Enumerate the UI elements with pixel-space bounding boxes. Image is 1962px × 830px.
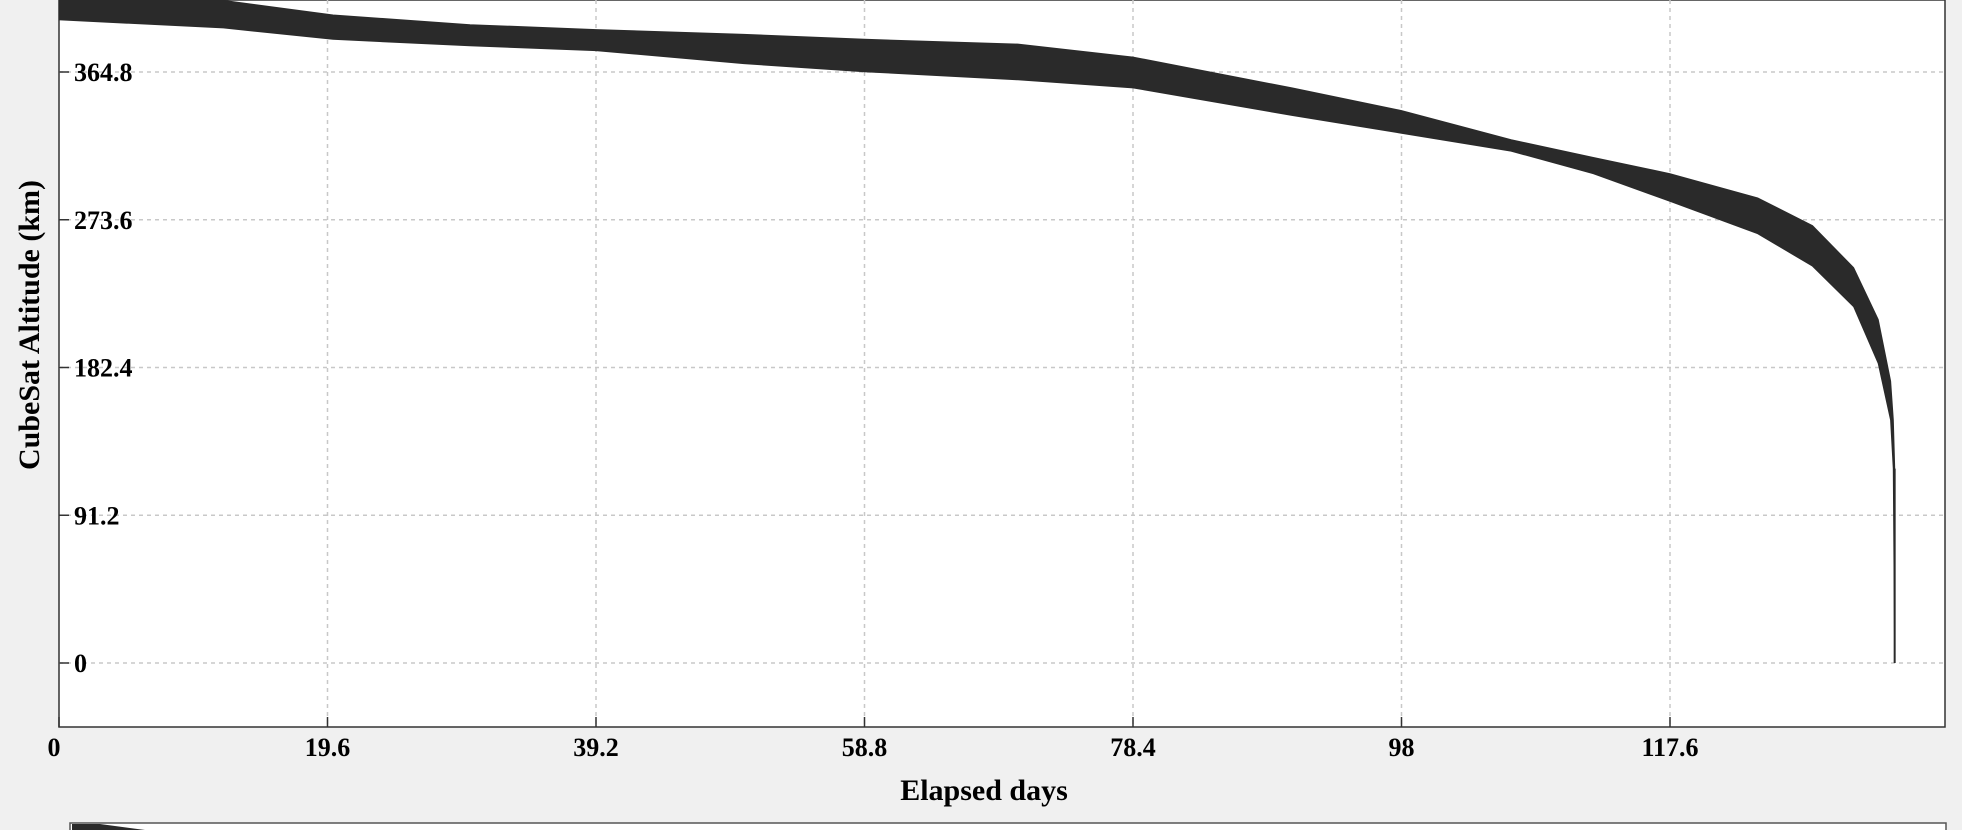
plot-area <box>58 0 1946 728</box>
x-axis-title: Elapsed days <box>900 774 1068 807</box>
grid-lines <box>59 0 1945 727</box>
x-tick-label: 39.2 <box>573 733 619 762</box>
y-tick-label: 273.6 <box>74 206 133 235</box>
x-tick-label: 0 <box>48 733 61 762</box>
series-group <box>58 0 1896 664</box>
lower-plot-band <box>72 824 145 830</box>
lower-plot-strip <box>69 822 1947 830</box>
y-tick-label: 182.4 <box>74 354 133 383</box>
y-axis-title: CubeSat Altitude (km) <box>13 180 46 470</box>
y-tick-label: 0 <box>74 649 87 678</box>
x-tick-label: 19.6 <box>305 733 351 762</box>
y-tick-label: 91.2 <box>74 501 120 530</box>
x-tick-label: 78.4 <box>1110 733 1156 762</box>
y-tick-label: 364.8 <box>74 58 133 87</box>
y-axis-ticks: 0 91.2 182.4 273.6 364.8 <box>59 58 133 678</box>
x-tick-label: 58.8 <box>842 733 888 762</box>
x-axis-ticks: 0 19.6 39.2 58.8 78.4 98 117.6 <box>48 717 1699 762</box>
x-tick-label: 98 <box>1389 733 1415 762</box>
lower-plot-frame <box>69 822 1947 830</box>
x-tick-label: 117.6 <box>1641 733 1698 762</box>
